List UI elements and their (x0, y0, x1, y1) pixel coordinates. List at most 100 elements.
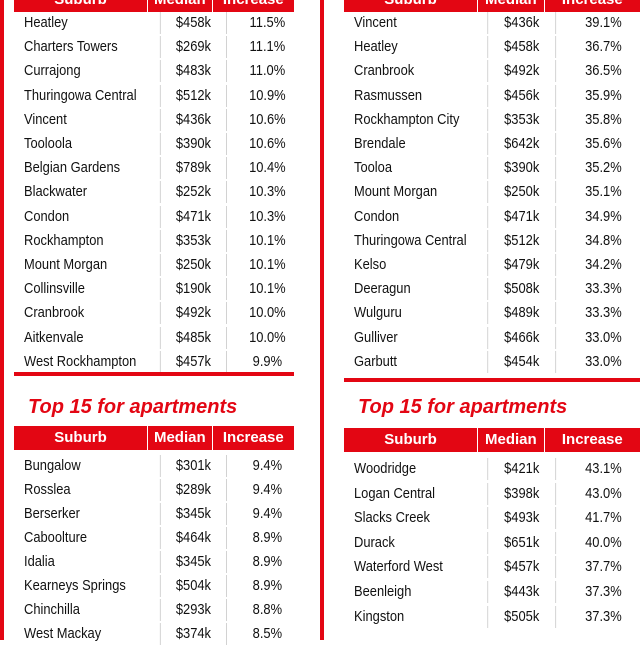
median-cell: $457k (488, 556, 557, 579)
median-cell: $464k (161, 527, 227, 549)
median-cell: $471k (161, 205, 227, 228)
table-row: Thuringowa Central $512k 34.8% (354, 229, 640, 252)
table-row: Heatley $458k 11.5% (24, 12, 308, 34)
increase-cell: 8.9% (252, 577, 283, 594)
increase-cell: 41.7% (585, 509, 622, 527)
suburb-cell: Kearneys Springs (24, 575, 161, 597)
median-cell: $492k (488, 60, 557, 83)
suburb-cell: West Mackay (24, 623, 161, 645)
increase-cell: 9.9% (252, 352, 283, 370)
suburb-cell: Aitkenvale (24, 326, 161, 349)
table-row: Garbutt $454k 33.0% (354, 350, 640, 373)
median-cell: $492k (161, 302, 227, 325)
suburb-cell: Wulguru (354, 302, 489, 325)
increase-cell: 37.3% (585, 607, 622, 625)
suburb-cell: Rosslea (24, 479, 161, 501)
suburb-cell: Caboolture (24, 527, 161, 549)
increase-cell: 10.6% (249, 135, 286, 152)
increase-cell: 40.0% (585, 533, 622, 551)
suburb-cell: Vincent (354, 12, 489, 34)
median-cell: $390k (488, 157, 557, 180)
suburb-cell: Berserker (24, 503, 161, 525)
median-cell: $642k (488, 133, 557, 155)
table-row: Wulguru $489k 33.3% (354, 302, 640, 325)
median-cell: $345k (161, 551, 227, 573)
increase-cell: 37.3% (585, 583, 622, 600)
suburb-cell: Blackwater (24, 181, 161, 204)
median-cell: $289k (161, 479, 227, 501)
increase-cell: 11.1% (249, 38, 286, 56)
table-row: Rockhampton $353k 10.1% (24, 229, 308, 252)
suburb-cell: Slacks Creek (354, 507, 489, 530)
table-row: Heatley $458k 36.7% (354, 36, 640, 59)
median-cell: $479k (488, 254, 557, 276)
median-cell: $466k (488, 326, 557, 349)
header-increase: Increase (545, 0, 640, 12)
increase-cell: 8.5% (252, 625, 283, 642)
left-apartments-title: Top 15 for apartments (28, 396, 238, 418)
increase-cell: 34.9% (585, 207, 622, 225)
header-increase: Increase (561, 431, 623, 448)
suburb-cell: Brendale (354, 133, 489, 155)
increase-cell: 8.9% (252, 553, 283, 570)
increase-cell: 34.2% (585, 256, 622, 273)
table-row: Cranbrook $492k 10.0% (24, 302, 308, 325)
header-increase: Increase (213, 0, 294, 12)
suburb-cell: Kingston (354, 605, 489, 628)
suburb-cell: Tooloola (24, 133, 161, 155)
median-cell: $250k (488, 181, 557, 204)
median-cell: $651k (488, 531, 557, 554)
header-median: Median (148, 0, 213, 12)
table-row: Rasmussen $456k 35.9% (354, 84, 640, 107)
right-houses-bottom-bar (344, 378, 640, 382)
table-row: Cranbrook $492k 36.5% (354, 60, 640, 83)
header-suburb: Suburb (344, 0, 479, 12)
increase-cell: 39.1% (585, 14, 622, 31)
right-panel: Suburb Median Increase Vincent$436k 39.1%… (320, 0, 640, 640)
suburb-cell: Woodridge (354, 458, 489, 480)
suburb-cell: Rasmussen (354, 84, 489, 107)
increase-cell: 35.9% (585, 86, 622, 104)
table-row: Waterford West $457k 37.7% (354, 556, 640, 579)
suburb-cell: Durack (354, 531, 489, 554)
median-cell: $471k (488, 205, 557, 228)
table-row: Chinchilla $293k 8.8% (24, 599, 308, 621)
header-median: Median (148, 426, 213, 450)
table-row: Mount Morgan $250k 10.1% (24, 254, 308, 276)
increase-cell: 9.4% (252, 505, 283, 522)
table-row: Beenleigh $443k 37.3% (354, 581, 640, 603)
increase-cell: 33.3% (585, 304, 622, 322)
increase-cell: 43.0% (585, 484, 622, 502)
median-cell: $493k (488, 507, 557, 530)
median-cell: $190k (161, 278, 227, 301)
table-row: Berserker $345k 9.4% (24, 503, 308, 525)
suburb-cell: Vincent (24, 108, 161, 131)
median-cell: $454k (488, 350, 557, 373)
left-panel: Suburb Median Increase Heatley$458k 11.5%… (0, 0, 320, 645)
table-row: Slacks Creek $493k 41.7% (354, 507, 640, 530)
increase-cell: 35.1% (585, 183, 622, 201)
header-median: Median (478, 0, 545, 12)
suburb-cell: Waterford West (354, 556, 489, 579)
increase-cell: 33.0% (585, 352, 622, 370)
table-row: Blackwater $252k 10.3% (24, 181, 308, 204)
median-cell: $443k (488, 581, 557, 603)
table-row: Currajong $483k 11.0% (24, 60, 308, 83)
median-cell: $456k (488, 84, 557, 107)
increase-cell: 37.7% (585, 558, 622, 576)
median-cell: $345k (161, 503, 227, 525)
table-row: Brendale $642k 35.6% (354, 133, 640, 155)
median-cell: $436k (161, 108, 227, 131)
increase-cell: 9.4% (252, 481, 283, 498)
median-cell: $458k (161, 12, 227, 34)
right-apartments-title: Top 15 for apartments (358, 396, 568, 418)
suburb-cell: Kelso (354, 254, 489, 276)
median-cell: $508k (488, 278, 557, 301)
suburb-cell: Tooloa (354, 157, 489, 180)
suburb-cell: Idalia (24, 551, 161, 573)
header-increase: Increase (222, 429, 284, 446)
right-border-rule (320, 0, 324, 640)
header-suburb: Suburb (14, 426, 149, 450)
median-cell: $250k (161, 254, 227, 276)
table-row: Mount Morgan $250k 35.1% (354, 181, 640, 204)
